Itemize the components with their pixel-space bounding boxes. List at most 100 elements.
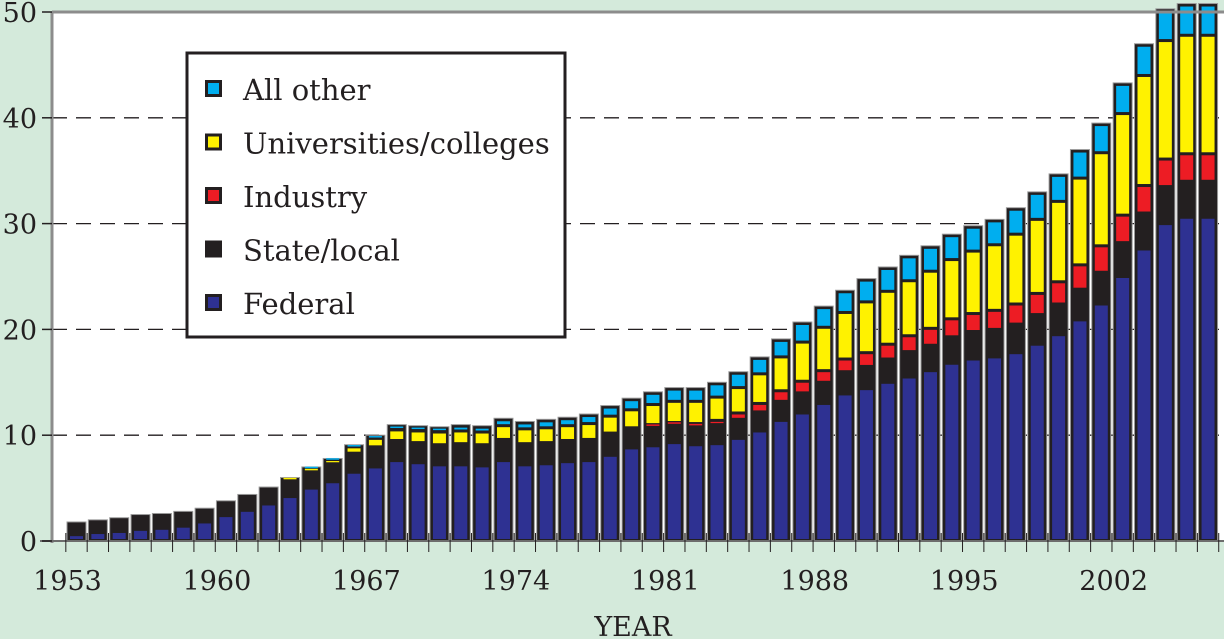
bar-segment-universities-colleges <box>795 343 809 380</box>
bar-segment-federal <box>91 534 105 539</box>
legend-swatch <box>208 243 219 255</box>
bar-segment-all-other <box>454 427 468 430</box>
bar-2006 <box>1198 3 1219 542</box>
bar-segment-federal <box>667 444 681 539</box>
bar-segment-industry <box>817 372 831 381</box>
bar-segment-federal <box>411 464 425 539</box>
bar-segment-all-other <box>603 408 617 415</box>
bar-segment-federal <box>1158 225 1172 539</box>
bar-1954 <box>87 519 108 542</box>
bar-segment-universities-colleges <box>603 417 617 432</box>
bar-segment-universities-colleges <box>539 429 553 442</box>
legend-swatch <box>208 136 219 148</box>
bar-segment-federal <box>753 432 767 539</box>
y-tick-label: 10 <box>3 421 37 452</box>
bar-segment-industry <box>1116 216 1130 242</box>
bar-segment-all-other <box>539 422 553 427</box>
bar-segment-federal <box>1009 354 1023 539</box>
bar-1981 <box>664 387 685 542</box>
x-tick-label: 1974 <box>481 566 550 597</box>
bar-segment-all-other <box>304 466 318 469</box>
bar-segment-all-other <box>924 248 937 270</box>
y-tick-label: 40 <box>3 104 37 135</box>
bar-segment-all-other <box>859 281 873 301</box>
bar-segment-all-other <box>753 359 767 373</box>
bar-segment-all-other <box>518 424 532 428</box>
bar-1983 <box>707 381 727 542</box>
bar-segment-federal <box>774 421 788 539</box>
bar-segment-all-other <box>625 401 639 409</box>
bar-segment-universities-colleges <box>731 389 745 412</box>
bar-segment-federal <box>198 523 212 539</box>
bar-segment-federal <box>731 439 745 539</box>
bar-segment-universities-colleges <box>1030 220 1044 292</box>
bar-segment-universities-colleges <box>347 448 361 452</box>
bar-segment-industry <box>710 421 724 424</box>
bar-1968 <box>386 424 407 542</box>
bar-1972 <box>472 425 493 542</box>
bar-segment-all-other <box>795 324 809 341</box>
bar-1992 <box>899 254 920 542</box>
bar-segment-federal <box>902 378 916 539</box>
bar-segment-all-other <box>731 374 745 387</box>
bar-1966 <box>344 444 365 542</box>
bar-segment-industry <box>646 424 660 426</box>
x-tick-label: 1995 <box>930 566 999 597</box>
bar-segment-universities-colleges <box>518 430 532 443</box>
legend: All other Universities/colleges Industry St… <box>185 51 567 339</box>
bar-segment-industry <box>1073 266 1087 288</box>
bar-1959 <box>194 507 215 542</box>
bar-1994 <box>941 233 962 542</box>
bar-segment-industry <box>1158 160 1172 186</box>
bar-segment-universities-colleges <box>1201 36 1215 153</box>
bar-segment-federal <box>945 364 959 539</box>
bar-segment-federal <box>859 390 873 539</box>
legend-swatch <box>208 83 219 94</box>
bar-segment-universities-colleges <box>1180 36 1194 153</box>
bar-segment-universities-colleges <box>326 461 340 463</box>
x-tick-label: 1988 <box>780 566 849 597</box>
bar-1975 <box>536 418 557 542</box>
bar-1998 <box>1027 191 1048 542</box>
bar-segment-federal <box>390 462 404 539</box>
bar-segment-federal <box>475 467 489 539</box>
bar-segment-all-other <box>817 309 831 326</box>
bar-1974 <box>514 420 535 542</box>
bar-segment-federal <box>497 462 510 539</box>
bar-segment-industry <box>988 311 1002 328</box>
bar-segment-federal <box>326 483 340 539</box>
bars <box>66 3 1219 542</box>
bar-segment-universities-colleges <box>1158 42 1172 158</box>
bar-1996 <box>984 218 1005 542</box>
bar-segment-universities-colleges <box>368 439 382 446</box>
bar-segment-universities-colleges <box>582 425 596 438</box>
bar-segment-industry <box>902 337 916 351</box>
bar-segment-industry <box>689 423 703 426</box>
bar-segment-universities-colleges <box>390 431 404 439</box>
bar-segment-universities-colleges <box>432 433 446 444</box>
bar-segment-all-other <box>368 436 382 438</box>
bar-segment-federal <box>1030 345 1044 539</box>
bar-2001 <box>1091 122 1112 542</box>
bar-1973 <box>493 417 514 542</box>
bar-segment-universities-colleges <box>902 282 916 335</box>
bar-1961 <box>237 493 258 542</box>
bar-segment-federal <box>817 404 831 539</box>
bar-1967 <box>365 434 386 542</box>
bar-segment-federal <box>1094 305 1108 539</box>
bar-segment-all-other <box>497 421 510 425</box>
bar-1958 <box>173 510 194 542</box>
bar-1976 <box>557 416 578 542</box>
x-ticks: 1953 1960 1967 1974 1981 1988 1995 2002 <box>33 533 1220 597</box>
bar-segment-industry <box>1137 187 1151 212</box>
y-tick-label: 30 <box>3 210 37 241</box>
bar-segment-universities-colleges <box>774 358 788 390</box>
bar-1963 <box>280 477 300 542</box>
bar-2002 <box>1112 82 1133 542</box>
bar-segment-universities-colleges <box>881 292 895 343</box>
bar-1982 <box>685 387 706 542</box>
legend-items: All other Universities/colleges Industry St… <box>205 73 550 321</box>
bar-segment-universities-colleges <box>1052 202 1066 281</box>
y-ticks: 0 10 20 30 40 50 <box>3 0 52 558</box>
bar-segment-all-other <box>326 458 340 460</box>
